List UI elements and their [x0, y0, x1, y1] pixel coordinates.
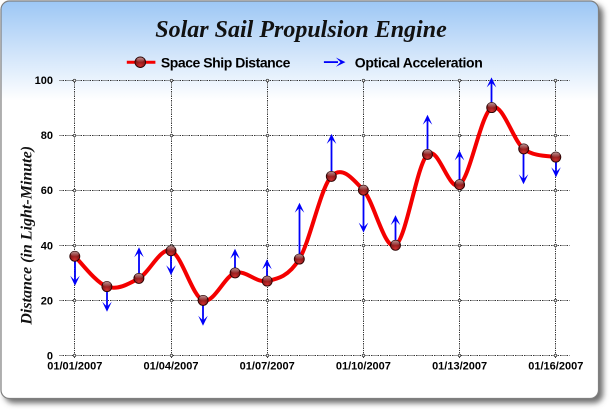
svg-text:0: 0	[47, 351, 53, 363]
svg-text:01/07/2007: 01/07/2007	[240, 361, 295, 373]
svg-text:80: 80	[41, 130, 53, 142]
svg-text:100: 100	[35, 75, 53, 87]
svg-text:Space Ship Distance: Space Ship Distance	[161, 54, 291, 70]
svg-text:60: 60	[41, 185, 53, 197]
svg-text:Solar Sail Propulsion Engine: Solar Sail Propulsion Engine	[155, 17, 447, 43]
svg-text:01/04/2007: 01/04/2007	[143, 361, 198, 373]
svg-text:01/16/2007: 01/16/2007	[528, 361, 583, 373]
svg-text:01/13/2007: 01/13/2007	[432, 361, 487, 373]
svg-text:Distance (in Light-Minute): Distance (in Light-Minute)	[19, 146, 36, 326]
svg-text:01/01/2007: 01/01/2007	[47, 361, 102, 373]
svg-text:40: 40	[41, 240, 53, 252]
svg-text:20: 20	[41, 295, 53, 307]
svg-text:Optical Acceleration: Optical Acceleration	[355, 54, 483, 70]
svg-text:01/10/2007: 01/10/2007	[336, 361, 391, 373]
